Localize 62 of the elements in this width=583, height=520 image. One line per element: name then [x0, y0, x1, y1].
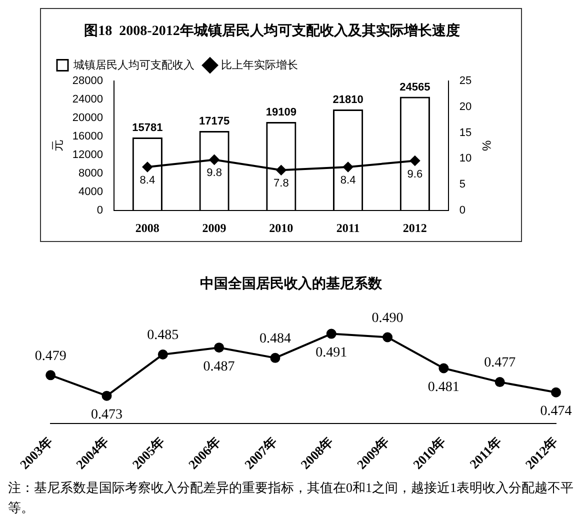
y2-tick-label: 15 [459, 126, 472, 139]
point [214, 342, 224, 353]
data-label: 0.490 [372, 310, 404, 326]
data-label: 0.474 [540, 404, 572, 420]
y-tick-label: 24000 [72, 93, 103, 106]
data-label: 0.481 [428, 380, 460, 395]
data-label: 0.477 [484, 356, 516, 371]
y2-tick-label: 10 [459, 152, 472, 165]
point [209, 154, 220, 165]
data-label: 21810 [332, 94, 364, 106]
data-label: 24565 [400, 81, 430, 94]
y-axis-title: 元 [50, 140, 65, 152]
x-tick-label: 2011年 [466, 434, 504, 472]
data-label: 8.4 [140, 174, 156, 187]
data-label: 0.487 [203, 359, 235, 374]
x-tick-label: 2012 [402, 220, 427, 235]
legend-label: 比上年实际增长 [221, 58, 298, 72]
y2-tick-label: 20 [459, 100, 472, 113]
data-label: 9.8 [206, 167, 222, 180]
point [438, 363, 449, 374]
data-label: 0.484 [259, 332, 291, 347]
data-label: 9.6 [407, 168, 423, 180]
point [276, 165, 286, 176]
y-tick-label: 12000 [72, 149, 103, 162]
point [551, 387, 561, 398]
point [102, 390, 112, 401]
x-tick-label: 2011 [336, 220, 360, 235]
point [382, 332, 393, 342]
y-tick-label: 28000 [72, 74, 103, 87]
data-label: 0.479 [34, 348, 66, 364]
y-tick-label: 0 [96, 204, 103, 217]
point [142, 162, 152, 172]
x-tick-label: 2010 [269, 220, 294, 235]
point [410, 156, 420, 166]
data-label: 17175 [199, 116, 230, 128]
x-tick-label: 2008 [135, 220, 160, 235]
point [494, 377, 505, 388]
y2-tick-label: 25 [459, 74, 472, 87]
chart-title: 图18 2008-2012年城镇居民人均可支配收入及其实际增长速度 [84, 22, 460, 40]
point [326, 328, 336, 339]
y-tick-label: 20000 [72, 112, 103, 124]
data-label: 8.4 [340, 174, 356, 187]
data-label: 0.485 [147, 328, 179, 344]
x-tick-label: 2009 [202, 220, 226, 235]
y2-axis-title: % [479, 140, 494, 152]
text: 注：基尼系数是国际考察收入分配差异的重要指标，其值在0和1之间，越接近1表明收入分配越不平等。 [8, 479, 574, 517]
y2-tick-label: 0 [459, 204, 466, 217]
y2-tick-label: 5 [459, 178, 466, 191]
data-label: 0.491 [316, 345, 348, 360]
point [46, 370, 56, 380]
data-label: 19109 [266, 106, 296, 119]
data-label: 15781 [132, 122, 163, 134]
point [158, 349, 168, 360]
data-label: 0.473 [90, 408, 122, 422]
y-tick-label: 16000 [72, 130, 103, 142]
legend-label: 城镇居民人均可支配收入 [72, 58, 194, 72]
point [270, 352, 280, 363]
chart-title: 中国全国居民收入的基尼系数 [200, 276, 383, 292]
data-label: 7.8 [274, 178, 289, 190]
y-tick-label: 8000 [78, 168, 103, 180]
y-tick-label: 4000 [78, 186, 103, 198]
point [343, 162, 354, 172]
